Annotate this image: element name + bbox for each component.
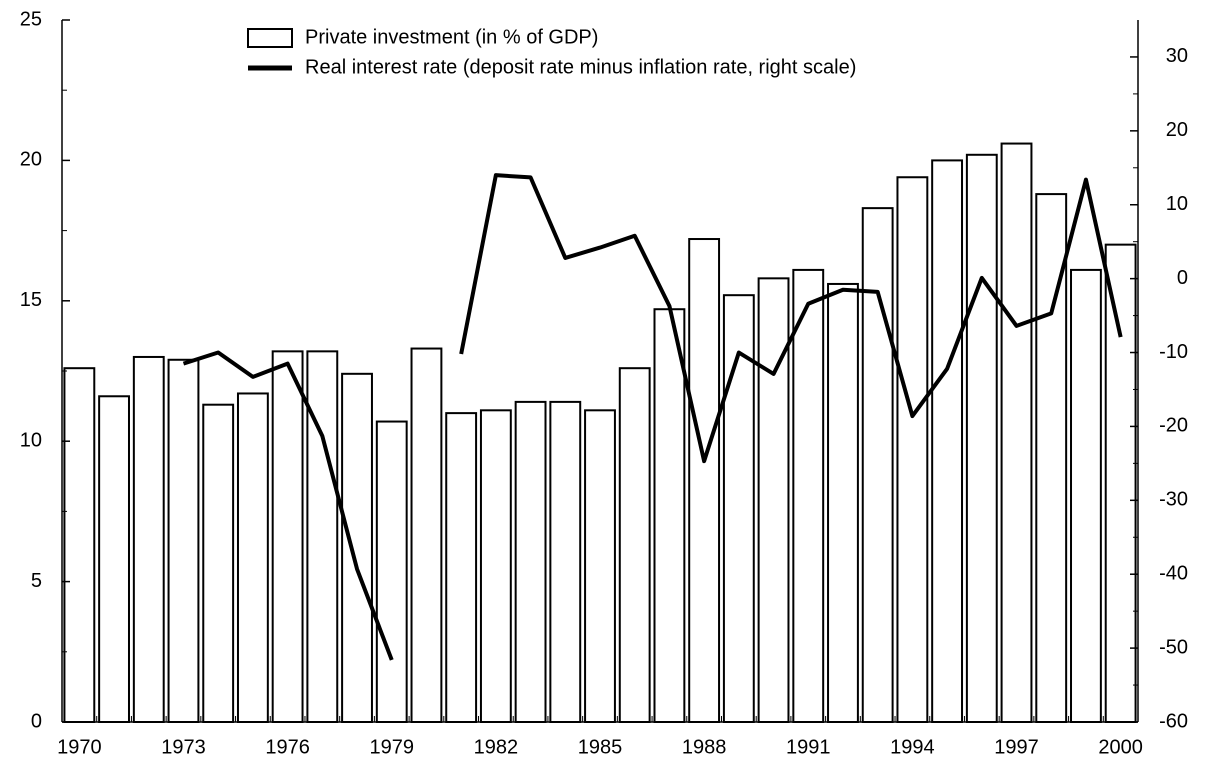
bar — [688, 238, 721, 724]
bar — [271, 350, 304, 723]
y-tick-label: 25 — [20, 8, 42, 30]
line — [182, 173, 1123, 661]
bar — [375, 420, 408, 723]
bar — [202, 403, 235, 723]
x-tick-label: 1997 — [994, 736, 1039, 758]
x-tick-label: 1979 — [369, 736, 414, 758]
bar — [1070, 268, 1102, 723]
bar — [1000, 142, 1033, 723]
bar — [896, 176, 929, 724]
bar — [132, 355, 165, 723]
bar — [479, 409, 512, 723]
x-tick-label: 1988 — [682, 736, 727, 758]
y-tick-label: 10 — [20, 429, 42, 451]
x-tick-label: 1970 — [57, 736, 102, 758]
bar — [584, 409, 616, 723]
y2-tick-label: 0 — [1177, 267, 1188, 289]
bar — [653, 308, 686, 723]
bar — [63, 367, 96, 723]
x-tick-label: 1973 — [161, 736, 206, 758]
bar — [931, 159, 964, 723]
y2-tick-label: 30 — [1166, 45, 1188, 67]
bar — [1104, 243, 1137, 723]
y2-tick-label: -20 — [1159, 415, 1188, 437]
y-tick-label: 15 — [20, 289, 42, 311]
x-tick-label: 1994 — [890, 736, 935, 758]
bar — [410, 347, 443, 723]
x-tick-label: 1976 — [265, 736, 310, 758]
bar — [98, 395, 130, 723]
bar — [757, 277, 790, 723]
y2-tick-label: -60 — [1159, 710, 1188, 732]
y-tick-label: 5 — [31, 570, 42, 592]
bar — [514, 400, 547, 723]
bar — [827, 282, 859, 723]
y2-tick-label: -10 — [1159, 341, 1188, 363]
y2-tick-label: -50 — [1159, 636, 1188, 658]
legend-label: Private investment (in % of GDP) — [305, 26, 598, 48]
y2-tick-label: 10 — [1166, 193, 1188, 215]
x-tick-label: 1985 — [578, 736, 623, 758]
x-tick-label: 2000 — [1098, 736, 1143, 758]
bar — [549, 400, 582, 723]
bar — [618, 367, 651, 723]
bar — [792, 268, 825, 723]
y-tick-label: 20 — [20, 149, 42, 171]
bar — [167, 358, 200, 723]
bar — [445, 412, 478, 723]
y-tick-label: 0 — [31, 710, 42, 732]
bar — [861, 207, 894, 724]
y2-tick-label: 20 — [1166, 119, 1188, 141]
x-tick-label: 1982 — [474, 736, 519, 758]
x-tick-label: 1991 — [786, 736, 831, 758]
y2-tick-label: -40 — [1159, 562, 1188, 584]
legend-label: Real interest rate (deposit rate minus i… — [305, 56, 856, 78]
bar — [965, 153, 998, 723]
y2-tick-label: -30 — [1159, 489, 1188, 511]
bar — [722, 294, 755, 723]
bar — [341, 372, 373, 723]
bar — [306, 350, 339, 723]
legend-swatch — [247, 28, 293, 48]
bar — [236, 392, 269, 723]
